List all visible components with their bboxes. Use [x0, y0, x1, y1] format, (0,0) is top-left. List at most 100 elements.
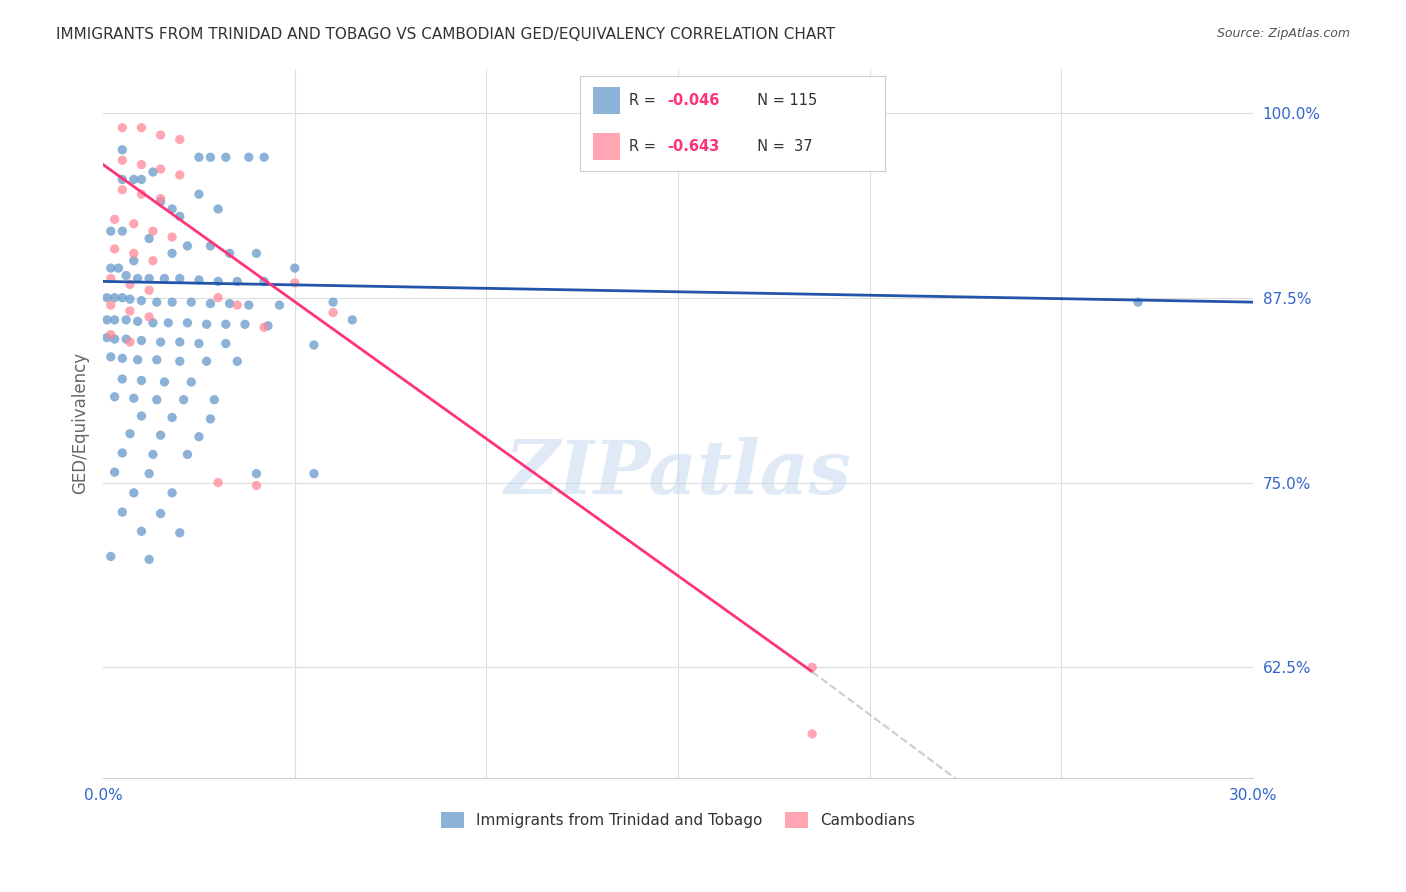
- Point: [169, 354, 191, 368]
- Point: [153, 375, 176, 389]
- Point: [118, 334, 141, 349]
- Point: [226, 275, 249, 289]
- Point: [131, 334, 153, 348]
- Point: [122, 246, 145, 260]
- Point: [118, 277, 141, 292]
- Point: [176, 316, 198, 330]
- Point: [118, 426, 141, 441]
- Point: [100, 327, 122, 342]
- Point: [169, 168, 191, 182]
- Point: [176, 239, 198, 253]
- Point: [104, 465, 127, 479]
- Point: [160, 246, 183, 260]
- Point: [200, 239, 222, 253]
- Point: [115, 313, 138, 327]
- Point: [195, 318, 218, 332]
- Point: [207, 291, 229, 305]
- Point: [122, 217, 145, 231]
- Point: [122, 391, 145, 405]
- Point: [122, 172, 145, 186]
- Point: [100, 261, 122, 276]
- Point: [131, 524, 153, 539]
- Point: [215, 150, 238, 164]
- Point: [200, 412, 222, 426]
- Point: [253, 275, 276, 289]
- Point: [226, 354, 249, 368]
- Point: [104, 313, 127, 327]
- Text: Source: ZipAtlas.com: Source: ZipAtlas.com: [1216, 27, 1350, 40]
- Point: [142, 224, 165, 238]
- Point: [146, 392, 169, 407]
- Point: [226, 298, 249, 312]
- Point: [111, 446, 134, 460]
- Point: [142, 253, 165, 268]
- Point: [149, 334, 172, 349]
- Point: [284, 261, 307, 276]
- Point: [96, 330, 118, 344]
- Point: [173, 392, 195, 407]
- Point: [245, 467, 267, 481]
- Point: [149, 128, 172, 142]
- Point: [188, 273, 211, 287]
- Point: [245, 478, 267, 492]
- Point: [284, 276, 307, 290]
- Point: [801, 660, 824, 674]
- Point: [111, 172, 134, 186]
- Point: [253, 150, 276, 164]
- Point: [138, 231, 160, 245]
- Point: [149, 428, 172, 442]
- Point: [115, 268, 138, 283]
- Point: [96, 313, 118, 327]
- Point: [157, 316, 180, 330]
- Point: [1126, 295, 1149, 310]
- Point: [142, 165, 165, 179]
- Point: [169, 525, 191, 540]
- Point: [180, 295, 202, 310]
- Point: [238, 150, 260, 164]
- Point: [160, 202, 183, 216]
- Point: [218, 246, 240, 260]
- Point: [131, 409, 153, 423]
- Point: [207, 202, 229, 216]
- Point: [149, 507, 172, 521]
- Point: [100, 271, 122, 285]
- Point: [138, 310, 160, 324]
- Point: [111, 120, 134, 135]
- Point: [104, 242, 127, 256]
- Point: [111, 153, 134, 168]
- Point: [269, 298, 291, 312]
- Point: [138, 271, 160, 285]
- Point: [104, 212, 127, 227]
- Point: [131, 374, 153, 388]
- Point: [111, 224, 134, 238]
- Point: [111, 143, 134, 157]
- Point: [104, 291, 127, 305]
- Y-axis label: GED/Equivalency: GED/Equivalency: [72, 352, 89, 494]
- Point: [322, 305, 344, 319]
- Point: [111, 372, 134, 386]
- Point: [146, 295, 169, 310]
- Point: [149, 194, 172, 209]
- Point: [202, 392, 225, 407]
- Point: [146, 352, 169, 367]
- Point: [238, 298, 260, 312]
- Point: [111, 183, 134, 197]
- Point: [149, 162, 172, 177]
- Point: [104, 390, 127, 404]
- Point: [215, 318, 238, 332]
- Point: [138, 552, 160, 566]
- Point: [111, 351, 134, 366]
- Point: [207, 275, 229, 289]
- Point: [131, 158, 153, 172]
- Point: [188, 336, 211, 351]
- Point: [169, 132, 191, 146]
- Point: [200, 296, 222, 310]
- Point: [153, 271, 176, 285]
- Point: [127, 352, 149, 367]
- Point: [207, 475, 229, 490]
- Point: [200, 150, 222, 164]
- Point: [131, 187, 153, 202]
- Point: [322, 295, 344, 310]
- Point: [111, 291, 134, 305]
- Point: [160, 410, 183, 425]
